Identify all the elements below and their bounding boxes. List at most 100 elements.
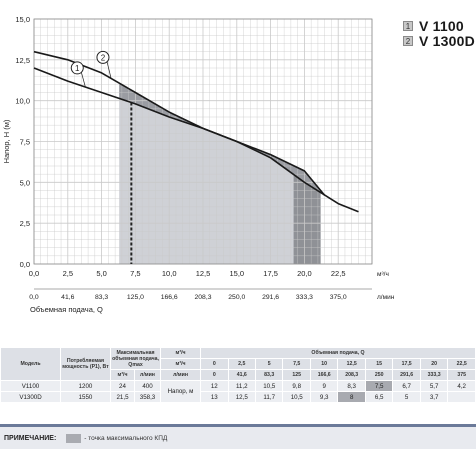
performance-chart: 120,02,55,07,510,012,515,00,0 2,5 5,0 7,5 10… bbox=[2, 15, 395, 314]
x-unit-bottom: л/мин bbox=[377, 294, 395, 301]
spec-table: Модель Потребляемая мощность (P1), Вт Ма… bbox=[0, 347, 476, 403]
y-tick-label: 0,0 bbox=[20, 260, 30, 269]
y-tick-label: 7,5 bbox=[20, 138, 30, 147]
legend-item-1: 1 V 1100 bbox=[403, 18, 464, 34]
max-efficiency-swatch bbox=[66, 433, 82, 443]
cell-head: 5,7 bbox=[419, 380, 449, 392]
header-qmax-lmin: л/мин bbox=[133, 369, 162, 381]
header-qmax-m3h: м³/ч bbox=[110, 369, 135, 381]
note-label: ПРИМЕЧАНИЕ: bbox=[4, 434, 57, 442]
header-q-m3h: 5 bbox=[254, 358, 284, 370]
x-tick-label: 10,0 bbox=[162, 269, 177, 278]
cell-head: 12,5 bbox=[227, 391, 256, 403]
series-marker-label-1: 1 bbox=[75, 64, 80, 73]
cell-head: 5 bbox=[392, 391, 421, 403]
x-tick-label: 12,5 bbox=[196, 269, 211, 278]
header-q-lmin: 0 bbox=[200, 369, 229, 381]
series-line-2 bbox=[33, 50, 359, 213]
series-marker-1 bbox=[70, 61, 84, 75]
table-header-row-1: Модель Потребляемая мощность (P1), Вт Ма… bbox=[0, 347, 476, 381]
cell-model: V1300D bbox=[0, 391, 61, 403]
table-row: V1100 1200 24 400 Напор, м 12 11,2 10,5 9,8… bbox=[0, 380, 476, 403]
legend: 1 V 1100 2 V 1300D bbox=[403, 18, 476, 53]
legend-label-2: V 1300D bbox=[419, 33, 475, 49]
header-q-m3h: 20 bbox=[419, 358, 449, 370]
y-axis-label: Напор, H (м) bbox=[2, 119, 11, 163]
efficiency-band-dark bbox=[293, 174, 321, 264]
cell-head: 6,5 bbox=[364, 391, 394, 403]
cell-head: 9,8 bbox=[282, 380, 311, 392]
x-tick-label: 15,0 bbox=[229, 269, 244, 278]
x-tick-label-secondary: 250,0 bbox=[228, 294, 245, 301]
cell-head: 8 bbox=[337, 391, 366, 403]
header-power: Потребляемая мощность (P1), Вт bbox=[60, 347, 111, 381]
cell-head: 9,3 bbox=[309, 391, 339, 403]
x-tick-label-secondary: 0,0 bbox=[29, 294, 39, 301]
x-tick-label-secondary: 41,6 bbox=[61, 294, 74, 301]
x-tick-label: 2,5 bbox=[63, 269, 73, 278]
header-unit-m3h: м³/ч bbox=[160, 347, 202, 359]
header-q-m3h: 17,5 bbox=[392, 358, 421, 370]
x-tick-label: 20,0 bbox=[297, 269, 312, 278]
x-axis-label: Объемная подача, Q bbox=[30, 305, 103, 314]
note-bar: ПРИМЕЧАНИЕ: - точка максимального КПД bbox=[0, 424, 476, 449]
header-q-m3h: 0 bbox=[200, 358, 229, 370]
y-tick-label: 10,0 bbox=[15, 97, 30, 106]
cell-model: V1100 bbox=[0, 380, 61, 392]
y-tick-label: 5,0 bbox=[20, 178, 30, 187]
y-tick-label: 15,0 bbox=[15, 15, 30, 24]
x-tick-label: 22,5 bbox=[331, 269, 346, 278]
header-qmax: Максимальная объемная подача, Qmax bbox=[109, 347, 162, 370]
cell-head: 8,3 bbox=[337, 380, 366, 392]
header-q-m3h: 15 bbox=[364, 358, 394, 370]
legend-item-2: 2 V 1300D bbox=[403, 33, 475, 49]
header-q-lmin: 208,3 bbox=[337, 369, 366, 381]
header-q-m3h: 2,5 bbox=[227, 358, 256, 370]
cell-head bbox=[447, 391, 476, 403]
x-tick-label-secondary: 333,3 bbox=[296, 294, 313, 301]
table-row: V1300D 1550 21,5 358,3 13 12,5 11,7 10,5 9,3… bbox=[0, 391, 476, 403]
cell-head: 4,2 bbox=[447, 380, 476, 392]
cell-power: 1550 bbox=[60, 391, 111, 403]
header-q-lmin: 166,6 bbox=[309, 369, 339, 381]
x-tick-label: 5,0 bbox=[96, 269, 106, 278]
grid bbox=[33, 18, 373, 265]
cell-power: 1200 bbox=[60, 380, 111, 392]
x-tick-label-secondary: 83,3 bbox=[95, 294, 108, 301]
x-tick-label-secondary: 291,6 bbox=[262, 294, 279, 301]
cell-head: 7,5 bbox=[364, 380, 394, 392]
legend-label-1: V 1100 bbox=[419, 18, 464, 34]
table-header-row-2: м³/ч 0 2,5 5 7,5 10 12,5 15 17,5 20 22,5 bbox=[1, 358, 476, 370]
x-unit-top: м³/ч bbox=[377, 271, 389, 278]
cell-head-label: Напор, м bbox=[160, 380, 202, 403]
header-q-m3h: 12,5 bbox=[337, 358, 366, 370]
header-q-m3h: 22,5 bbox=[447, 358, 476, 370]
cell-head: 11,2 bbox=[227, 380, 256, 392]
header-flow-group: Объемная подача, Q bbox=[200, 347, 476, 359]
note-text: - точка максимального КПД bbox=[84, 434, 168, 442]
cell-head: 10,5 bbox=[254, 380, 284, 392]
y-tick-label: 12,5 bbox=[15, 56, 30, 65]
x-tick-label-secondary: 375,0 bbox=[330, 294, 347, 301]
efficiency-band bbox=[119, 83, 321, 264]
header-model: Модель bbox=[0, 347, 61, 381]
x-tick-label: 0,0 bbox=[29, 269, 39, 278]
y-tick-label: 2,5 bbox=[20, 219, 30, 228]
series-marker-label-2: 2 bbox=[101, 53, 106, 62]
legend-marker-2: 2 bbox=[403, 36, 413, 46]
cell-qmax-lmin: 400 bbox=[133, 380, 162, 392]
cell-head: 3,7 bbox=[419, 391, 449, 403]
plot-frame bbox=[33, 18, 373, 265]
cell-head: 9 bbox=[309, 380, 339, 392]
cell-head: 12 bbox=[200, 380, 229, 392]
x-tick-label-secondary: 208,3 bbox=[194, 294, 211, 301]
header-q-lmin: 291,6 bbox=[392, 369, 421, 381]
header-q-lmin: 333,3 bbox=[419, 369, 449, 381]
cell-qmax-m3h: 24 bbox=[110, 380, 135, 392]
header-q-lmin: 375 bbox=[447, 369, 476, 381]
header-q-lmin: 125 bbox=[282, 369, 311, 381]
series-marker-leader-2 bbox=[106, 61, 112, 79]
x-tick-label: 7,5 bbox=[130, 269, 140, 278]
x-tick-label-secondary: 166,6 bbox=[161, 294, 178, 301]
cell-qmax-lmin: 358,3 bbox=[133, 391, 162, 403]
